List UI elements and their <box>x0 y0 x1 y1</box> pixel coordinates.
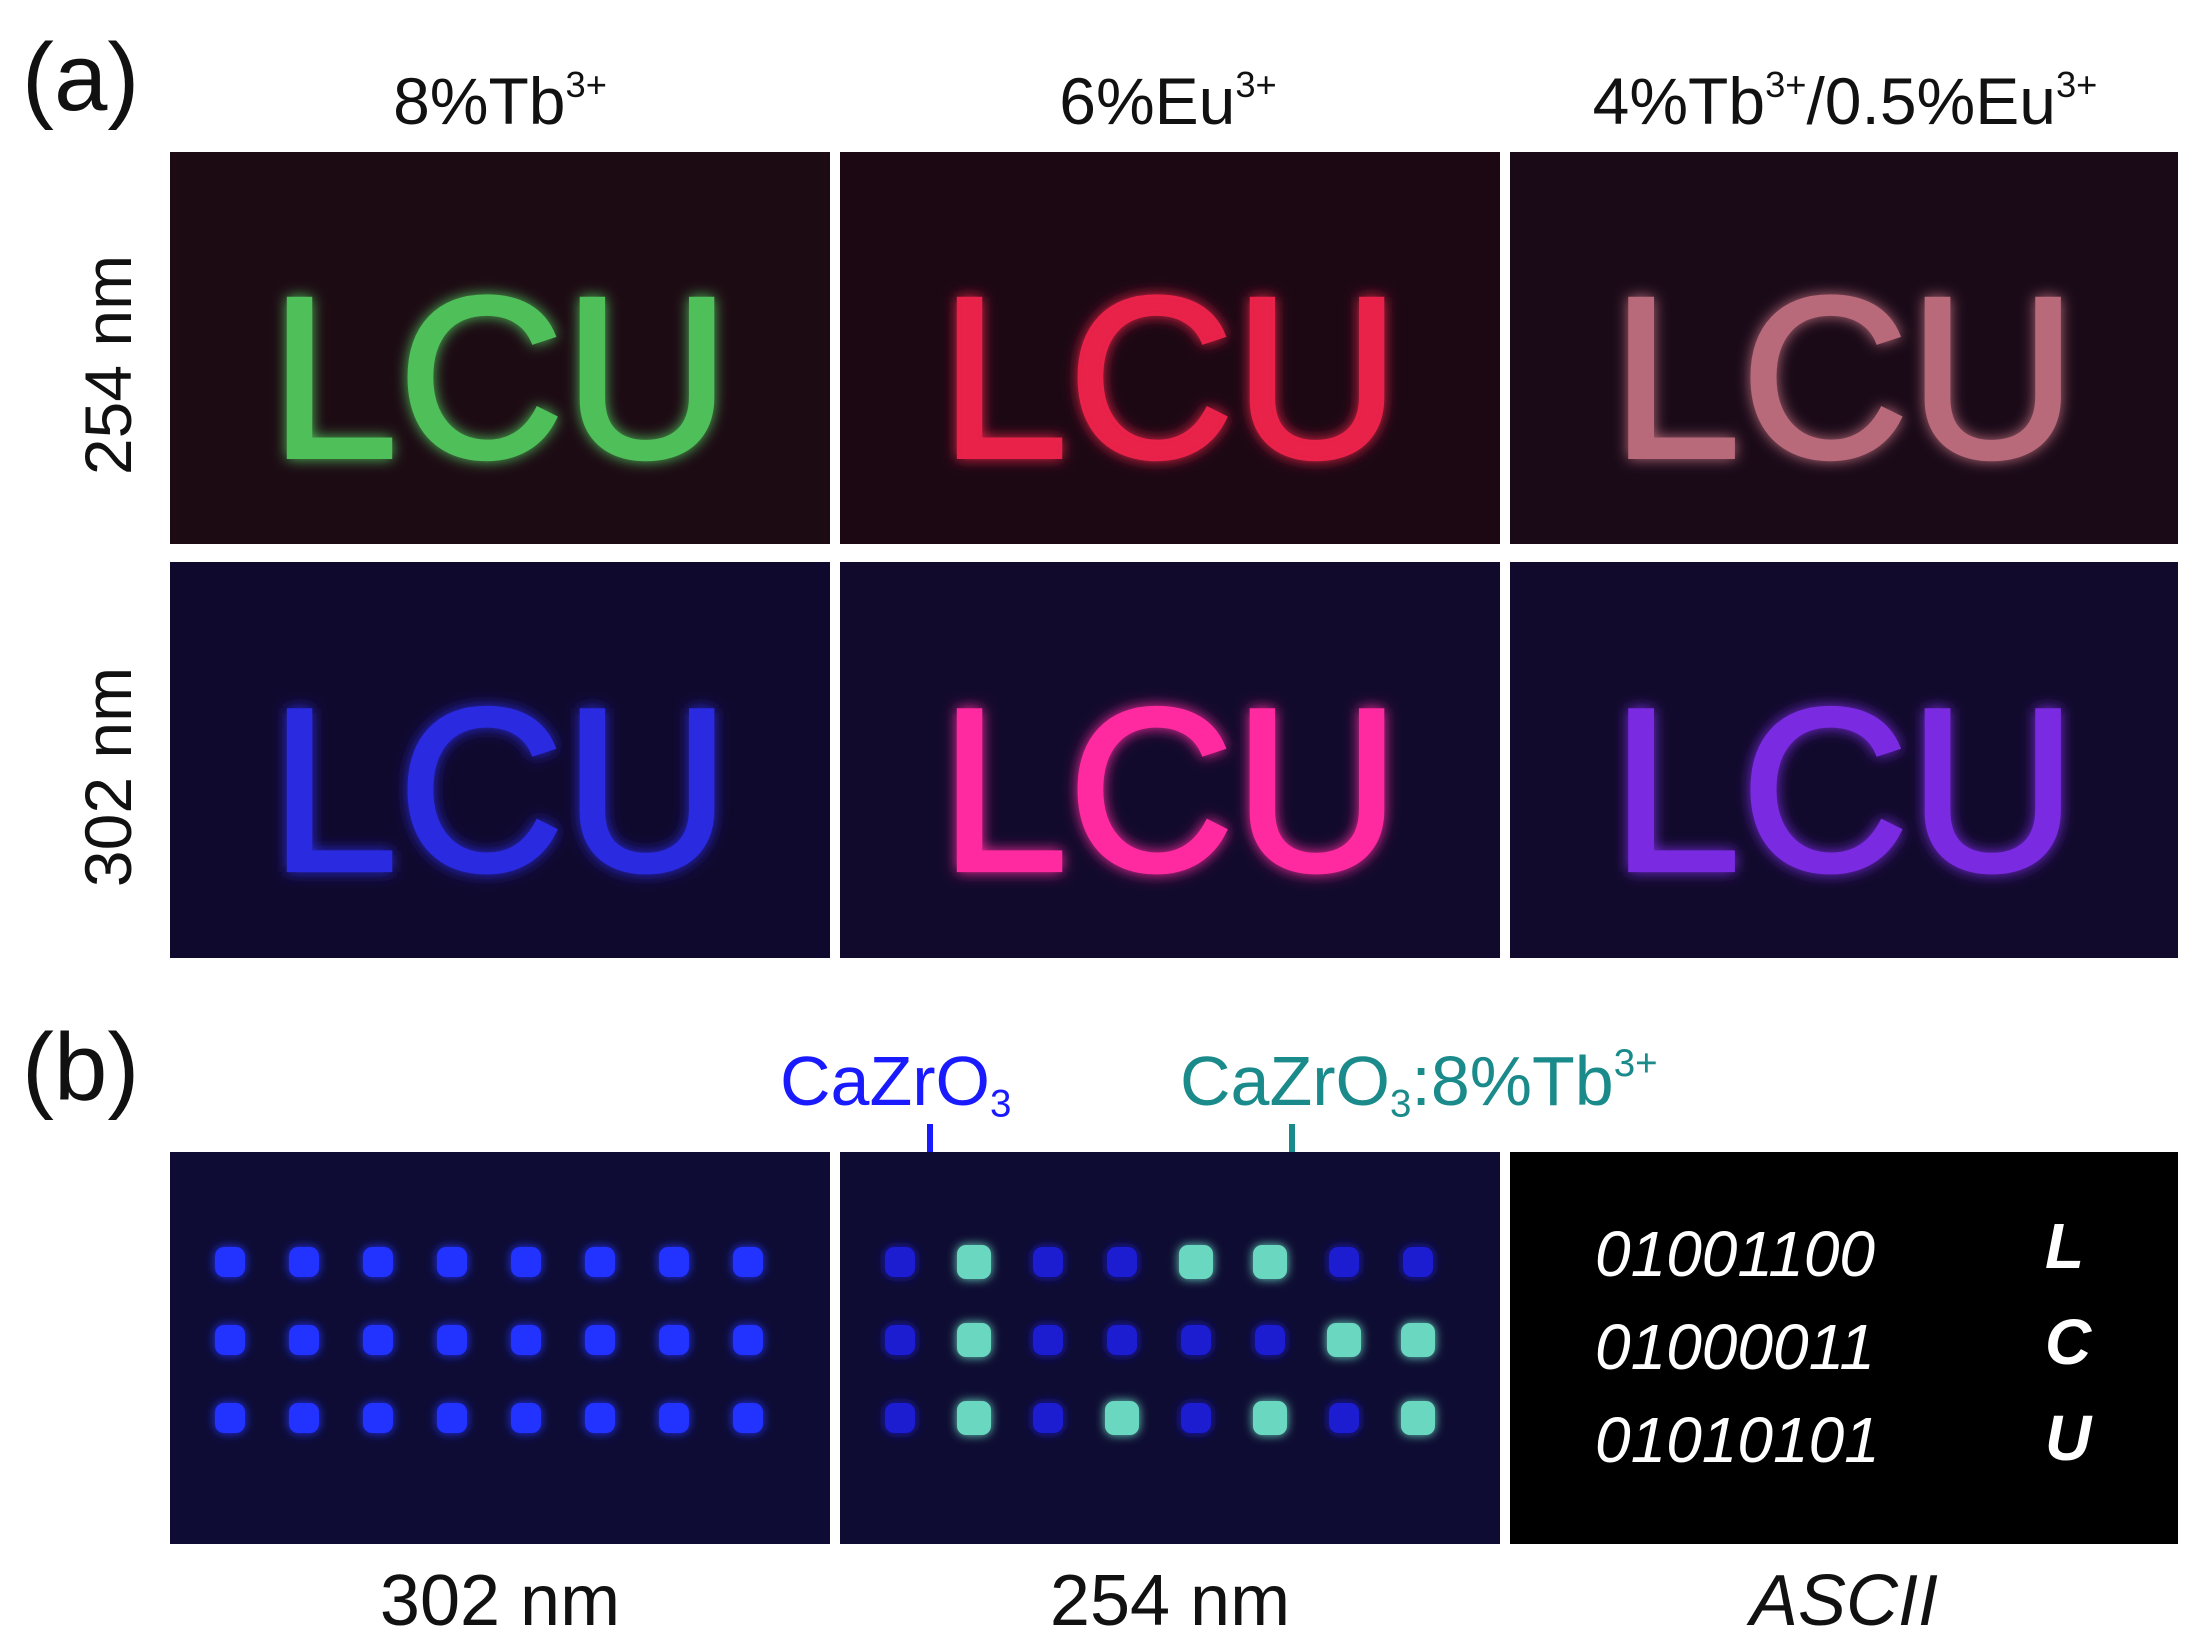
ascii-letter-l: L <box>2045 1210 2085 1282</box>
ascii-letter-c: C <box>2045 1306 2092 1378</box>
bottom-label-ascii: ASCII <box>1749 1561 1939 1641</box>
phosphor-dot-host <box>733 1247 763 1277</box>
phosphor-dot-host <box>585 1403 615 1433</box>
panel-a-label: (a) <box>22 24 140 131</box>
row-label-302nm: 302 nm <box>71 666 145 888</box>
panel-b-label: (b) <box>22 1014 140 1121</box>
phosphor-dot-host <box>585 1325 615 1355</box>
phosphor-dot-tb <box>957 1323 991 1357</box>
phosphor-dot-tb <box>1253 1245 1287 1279</box>
phosphor-dot-tb <box>957 1401 991 1435</box>
phosphor-dot-host <box>215 1403 245 1433</box>
ascii-code-3: 01010101 <box>1595 1404 1880 1476</box>
row-label-254nm: 254 nm <box>71 254 145 476</box>
phosphor-dot-host <box>363 1247 393 1277</box>
phosphor-dot-tb <box>1327 1323 1361 1357</box>
lcu-glow-text: LCU <box>1611 660 2077 920</box>
lcu-glow-text: LCU <box>270 249 730 506</box>
phosphor-dot-host <box>659 1403 689 1433</box>
phosphor-dot-host <box>437 1325 467 1355</box>
phosphor-dot-host <box>733 1403 763 1433</box>
phosphor-dot-host <box>511 1403 541 1433</box>
bottom-label-254nm: 254 nm <box>1049 1561 1291 1641</box>
phosphor-dot-host <box>733 1325 763 1355</box>
lcu-glow-text: LCU <box>940 660 1400 919</box>
phosphor-dot-host <box>1329 1247 1359 1277</box>
phosphor-dot-host <box>289 1247 319 1277</box>
phosphor-dot-host <box>1033 1325 1063 1355</box>
phosphor-dot-host <box>363 1325 393 1355</box>
phosphor-dot-host <box>511 1247 541 1277</box>
phosphor-dot-host <box>1107 1325 1137 1355</box>
phosphor-dot-host <box>1107 1247 1137 1277</box>
phosphor-dot-host <box>585 1247 615 1277</box>
phosphor-dot-tb <box>957 1245 991 1279</box>
phosphor-dot-host <box>215 1325 245 1355</box>
dots-254nm <box>840 1152 1500 1544</box>
photo-eu-302nm: LCU <box>840 562 1500 958</box>
phosphor-dot-tb <box>1105 1401 1139 1435</box>
phosphor-dot-host <box>215 1247 245 1277</box>
photo-eu-254nm: LCU <box>840 152 1500 544</box>
ascii-panel: 01001100 01000011 01010101 L C U <box>1510 1152 2178 1544</box>
phosphor-dot-host <box>885 1325 915 1355</box>
column-label-eu: 6%Eu3+ <box>1059 63 1277 138</box>
ascii-code-2: 01000011 <box>1595 1311 1875 1383</box>
phosphor-dot-host <box>289 1403 319 1433</box>
lcu-glow-text: LCU <box>270 660 730 919</box>
phosphor-dot-host <box>659 1325 689 1355</box>
phosphor-dot-host <box>1033 1403 1063 1433</box>
phosphor-dot-host <box>363 1403 393 1433</box>
lcu-glow-text: LCU <box>940 249 1400 506</box>
material-label-cazro3-tb: CaZrO3:8%Tb3+ <box>1180 1042 1658 1126</box>
bottom-label-302nm: 302 nm <box>379 1561 621 1641</box>
photo-tb-eu-302nm: LCU <box>1510 562 2178 958</box>
photo-tb-eu-254nm: LCU <box>1510 152 2178 544</box>
phosphor-dot-tb <box>1401 1323 1435 1357</box>
phosphor-dot-host <box>437 1403 467 1433</box>
photo-tb-302nm: LCU <box>170 562 830 958</box>
phosphor-dot-host <box>289 1325 319 1355</box>
photo-tb-254nm: LCU <box>170 152 830 544</box>
dots-302nm <box>170 1152 830 1544</box>
phosphor-dot-host <box>511 1325 541 1355</box>
phosphor-dot-tb <box>1401 1401 1435 1435</box>
column-label-tb-eu: 4%Tb3+/0.5%Eu3+ <box>1592 63 2098 138</box>
phosphor-dot-host <box>659 1247 689 1277</box>
material-label-cazro3: CaZrO3 <box>780 1042 1012 1126</box>
phosphor-dot-host <box>885 1247 915 1277</box>
phosphor-dot-host <box>1181 1325 1211 1355</box>
phosphor-dot-tb <box>1253 1401 1287 1435</box>
phosphor-dot-host <box>1255 1325 1285 1355</box>
phosphor-dot-host <box>885 1403 915 1433</box>
column-label-tb: 8%Tb3+ <box>393 63 607 138</box>
phosphor-dot-host <box>1403 1247 1433 1277</box>
ascii-code-1: 01001100 <box>1595 1218 1875 1290</box>
phosphor-dot-host <box>1329 1403 1359 1433</box>
lcu-glow-text: LCU <box>1611 250 2077 506</box>
phosphor-dot-host <box>1033 1247 1063 1277</box>
ascii-letter-u: U <box>2045 1402 2092 1474</box>
phosphor-dot-host <box>1181 1403 1211 1433</box>
phosphor-dot-tb <box>1179 1245 1213 1279</box>
phosphor-dot-host <box>437 1247 467 1277</box>
